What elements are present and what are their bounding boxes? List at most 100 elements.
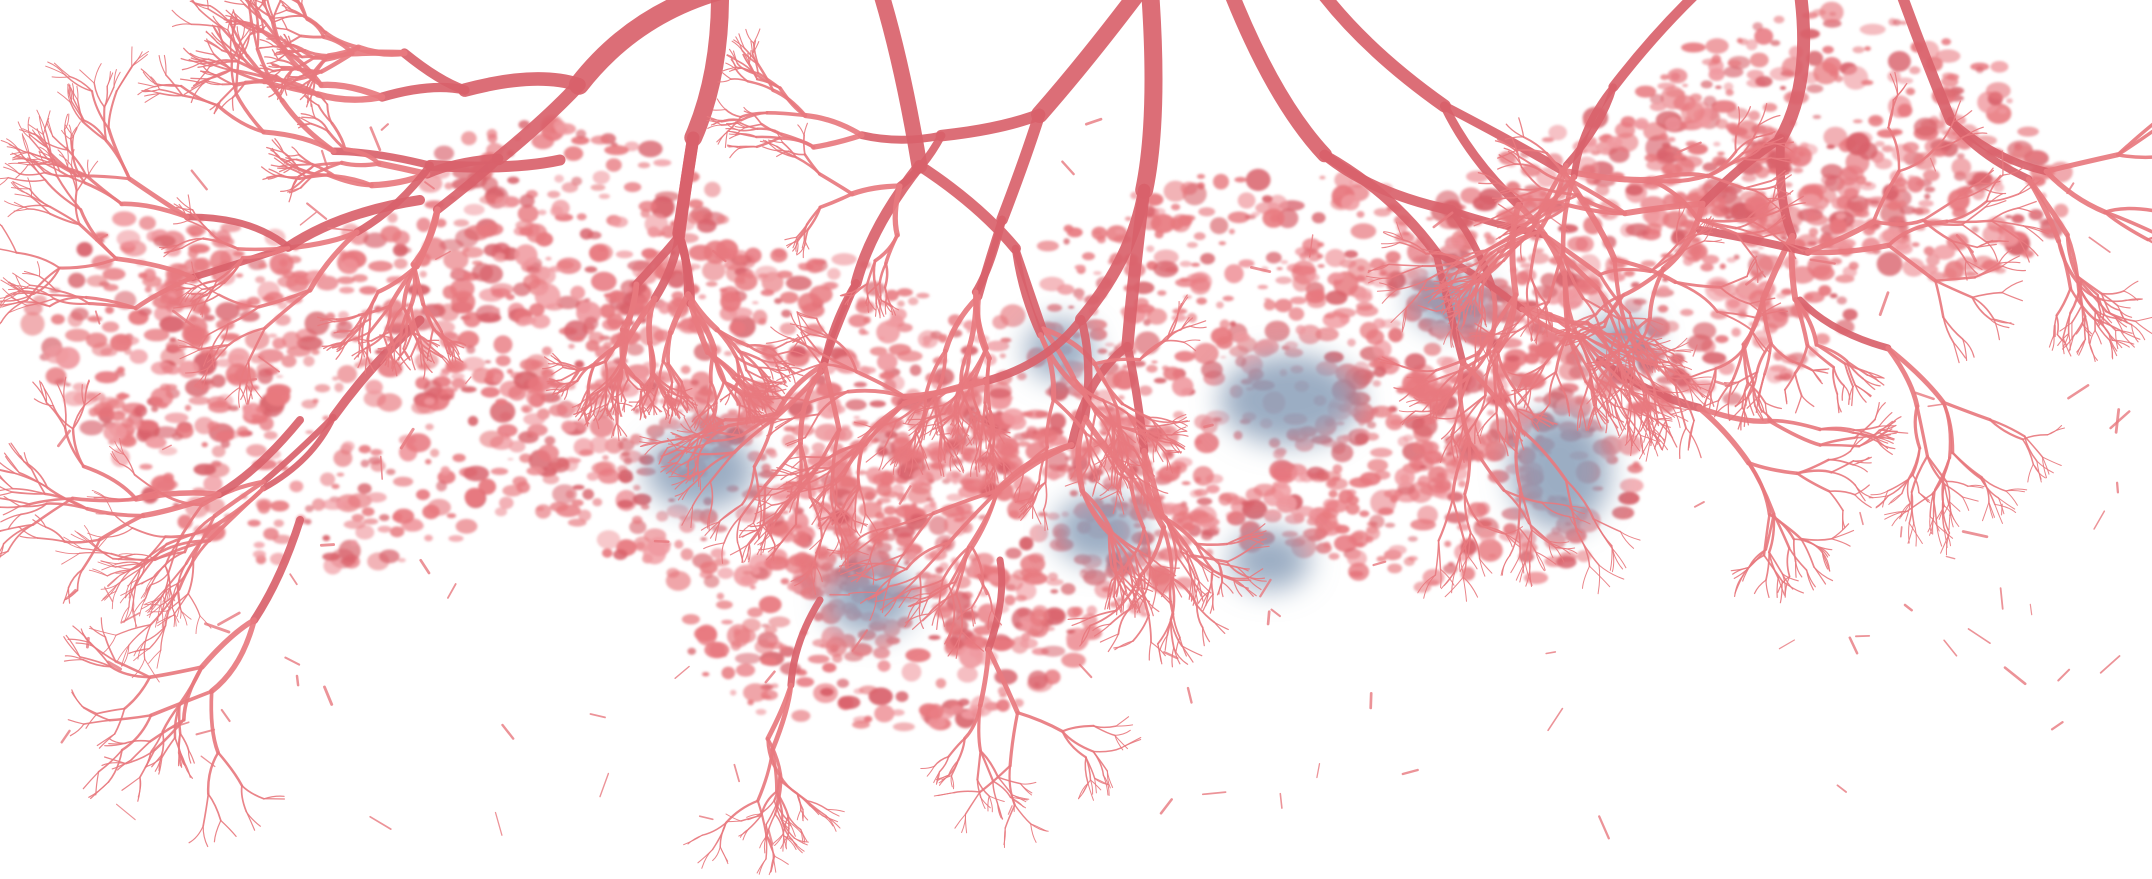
foliage-speck [633,484,641,491]
foliage-speck [359,286,378,295]
foliage-speck [710,548,725,559]
foliage-speck [853,415,861,420]
foliage-speck [1355,291,1373,303]
foliage-speck [666,567,680,578]
foliage-speck [139,216,156,231]
foliage-speck [1220,356,1227,359]
foliage-speck [796,677,815,687]
foliage-speck [228,354,245,361]
foliage-speck [162,365,174,374]
foliage-speck [1356,301,1374,311]
foliage-speck [455,228,479,248]
foliage-speck [201,442,208,448]
foliage-speck [1488,554,1497,558]
foliage-speck [588,331,605,344]
foliage-speck [687,199,704,209]
foliage-speck [1902,257,1925,277]
foliage-speck [567,518,587,527]
foliage-speck [1080,570,1088,573]
foliage-speck [1446,236,1465,250]
foliage-speck [1037,511,1048,517]
foliage-speck [157,402,169,409]
foliage-speck [1245,168,1271,191]
foliage-speck [1044,626,1055,632]
foliage-speck [1212,417,1222,422]
foliage-speck [178,263,187,268]
foliage-speck [1341,194,1360,211]
foliage-speck [1476,502,1491,516]
foliage-speck [764,625,778,634]
foliage-speck [896,323,913,333]
foliage-speck [926,497,934,502]
foliage-speck [1657,305,1669,313]
foliage-speck [1727,59,1742,67]
foliage-speck [659,416,678,429]
foliage-speck [845,399,867,411]
foliage-speck [752,301,759,305]
foliage-speck [1307,296,1326,309]
foliage-speck [727,409,739,415]
shadow-patch [1055,495,1145,565]
foliage-speck [1196,497,1213,506]
foliage-speck [1314,527,1327,540]
foliage-speck [1664,117,1681,131]
foliage-speck [164,412,189,424]
foliage-speck [606,313,624,330]
foliage-speck [869,400,886,408]
foliage-speck [1385,414,1404,431]
foliage-speck [1657,285,1670,296]
foliage-speck [1818,285,1832,297]
foliage-speck [1715,118,1729,129]
foliage-speck [1235,356,1247,367]
foliage-speck [1922,169,1940,182]
foliage-speck [1876,251,1903,276]
foliage-speck [1881,145,1894,153]
foliage-speck [1403,557,1415,566]
foliage-speck [358,445,371,454]
foliage-speck [1822,45,1834,54]
foliage-speck [257,368,274,385]
foliage-speck [334,382,344,393]
foliage-speck [734,272,758,291]
foliage-speck [1345,503,1360,515]
foliage-speck [945,470,963,482]
foliage-speck [1803,293,1814,301]
foliage-speck [638,140,663,158]
foliage-speck [584,298,591,302]
foliage-speck [116,230,141,248]
foliage-speck [311,349,320,355]
foliage-speck [1209,217,1229,235]
foliage-speck [892,525,916,538]
foliage-speck [495,252,506,260]
foliage-speck [568,343,575,349]
foliage-speck [1164,428,1172,434]
foliage-speck [602,455,609,461]
foliage-speck [1667,68,1688,84]
foliage-speck [1838,167,1859,186]
foliage-speck [1076,295,1084,301]
foliage-speck [1776,292,1787,299]
foliage-speck [758,596,782,614]
foliage-speck [1858,142,1878,160]
foliage-speck [301,399,318,409]
foliage-speck [720,291,742,312]
foliage-speck [1290,296,1307,305]
foliage-speck [1703,95,1717,107]
foliage-speck [537,444,560,462]
foliage-speck [461,131,477,146]
foliage-speck [797,262,808,268]
foliage-speck [985,340,1010,352]
foliage-speck [392,512,403,522]
foliage-speck [1171,203,1181,211]
foliage-speck [567,457,581,464]
foliage-speck [1394,232,1415,244]
twig [648,341,654,376]
foliage-speck [1357,265,1365,272]
foliage-speck [703,575,720,588]
foliage-speck [988,388,1011,399]
foliage-speck [868,687,893,706]
foliage-speck [1627,464,1643,474]
foliage-speck [935,566,944,574]
foliage-speck [995,410,1003,416]
foliage-speck [1723,206,1739,214]
